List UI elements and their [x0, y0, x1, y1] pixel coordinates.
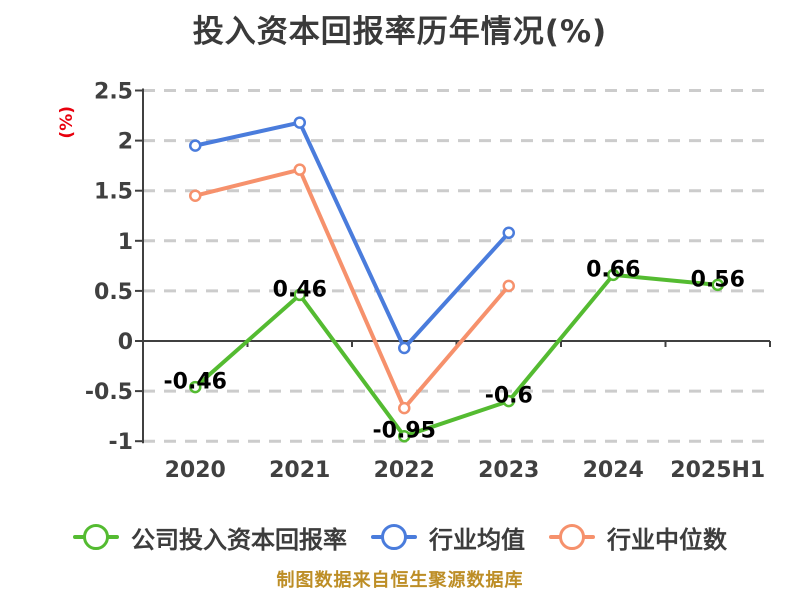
data-point-label: 0.46 — [273, 277, 327, 302]
data-point-label: -0.46 — [164, 370, 227, 395]
y-axis-unit-label: (%) — [57, 106, 77, 139]
data-point-company-roic-2024 — [607, 268, 620, 282]
y-tick-label: -1 — [109, 430, 133, 455]
legend-item-industry-mean[interactable]: 行业均值 — [371, 521, 525, 554]
y-tick-label: 1.5 — [94, 180, 133, 205]
series-line-company-roic — [193, 272, 720, 439]
data-point-industry-mean-2020 — [189, 139, 202, 152]
data-point-company-roic-2020 — [189, 380, 202, 394]
data-point-industry-median-2022 — [398, 401, 411, 415]
data-point-label: 0.66 — [586, 257, 640, 282]
legend-marker-dot — [381, 524, 407, 550]
data-point-industry-mean-2021 — [293, 116, 306, 129]
legend-item-company-roic[interactable]: 公司投入资本回报率 — [73, 521, 347, 554]
data-point-industry-median-2020 — [189, 189, 202, 202]
y-tick-label: 2.5 — [94, 80, 133, 105]
legend-marker-dot — [559, 524, 585, 550]
series-line-industry-mean — [193, 120, 511, 351]
data-point-industry-mean-2022 — [398, 341, 411, 355]
y-tick-label: -0.5 — [85, 380, 133, 405]
chart-legend: 公司投入资本回报率 行业均值 行业中位数 — [0, 521, 800, 554]
data-point-company-roic-2021 — [293, 288, 306, 302]
y-tick-label: 1 — [118, 230, 133, 255]
data-point-label: 0.56 — [691, 267, 745, 292]
data-source-note: 制图数据来自恒生聚源数据库 — [276, 570, 524, 591]
data-point-company-roic-2022 — [398, 429, 411, 443]
data-point-industry-median-2021 — [293, 163, 306, 176]
legend-label-company-roic: 公司投入资本回报率 — [131, 525, 347, 554]
x-tick-label: 2022 — [374, 458, 435, 483]
legend-marker-dot — [83, 524, 109, 550]
legend-marker-company-roic — [73, 524, 119, 550]
series-line-industry-median — [193, 167, 511, 411]
y-tick-label: 2 — [118, 130, 133, 155]
x-tick-label: 2025H1 — [670, 458, 765, 483]
x-tick-label: 2021 — [269, 458, 330, 483]
legend-marker-industry-median — [549, 524, 595, 550]
x-tick-label: 2020 — [165, 458, 226, 483]
data-point-label: -0.95 — [373, 419, 436, 444]
legend-marker-industry-mean — [371, 524, 417, 550]
data-point-company-roic-2025H1 — [711, 278, 724, 292]
chart-title: 投入资本回报率历年情况(%) — [192, 14, 608, 50]
legend-item-industry-median[interactable]: 行业中位数 — [549, 521, 727, 554]
data-point-company-roic-2023 — [502, 394, 515, 408]
data-point-industry-median-2023 — [502, 279, 515, 293]
y-tick-label: 0 — [118, 330, 133, 355]
data-point-industry-mean-2023 — [502, 226, 515, 240]
data-point-label: -0.6 — [485, 384, 533, 409]
legend-label-industry-mean: 行业均值 — [429, 525, 525, 554]
y-tick-label: 0.5 — [94, 280, 133, 305]
x-tick-label: 2024 — [583, 458, 644, 483]
legend-label-industry-median: 行业中位数 — [607, 525, 727, 554]
x-tick-label: 2023 — [478, 458, 539, 483]
